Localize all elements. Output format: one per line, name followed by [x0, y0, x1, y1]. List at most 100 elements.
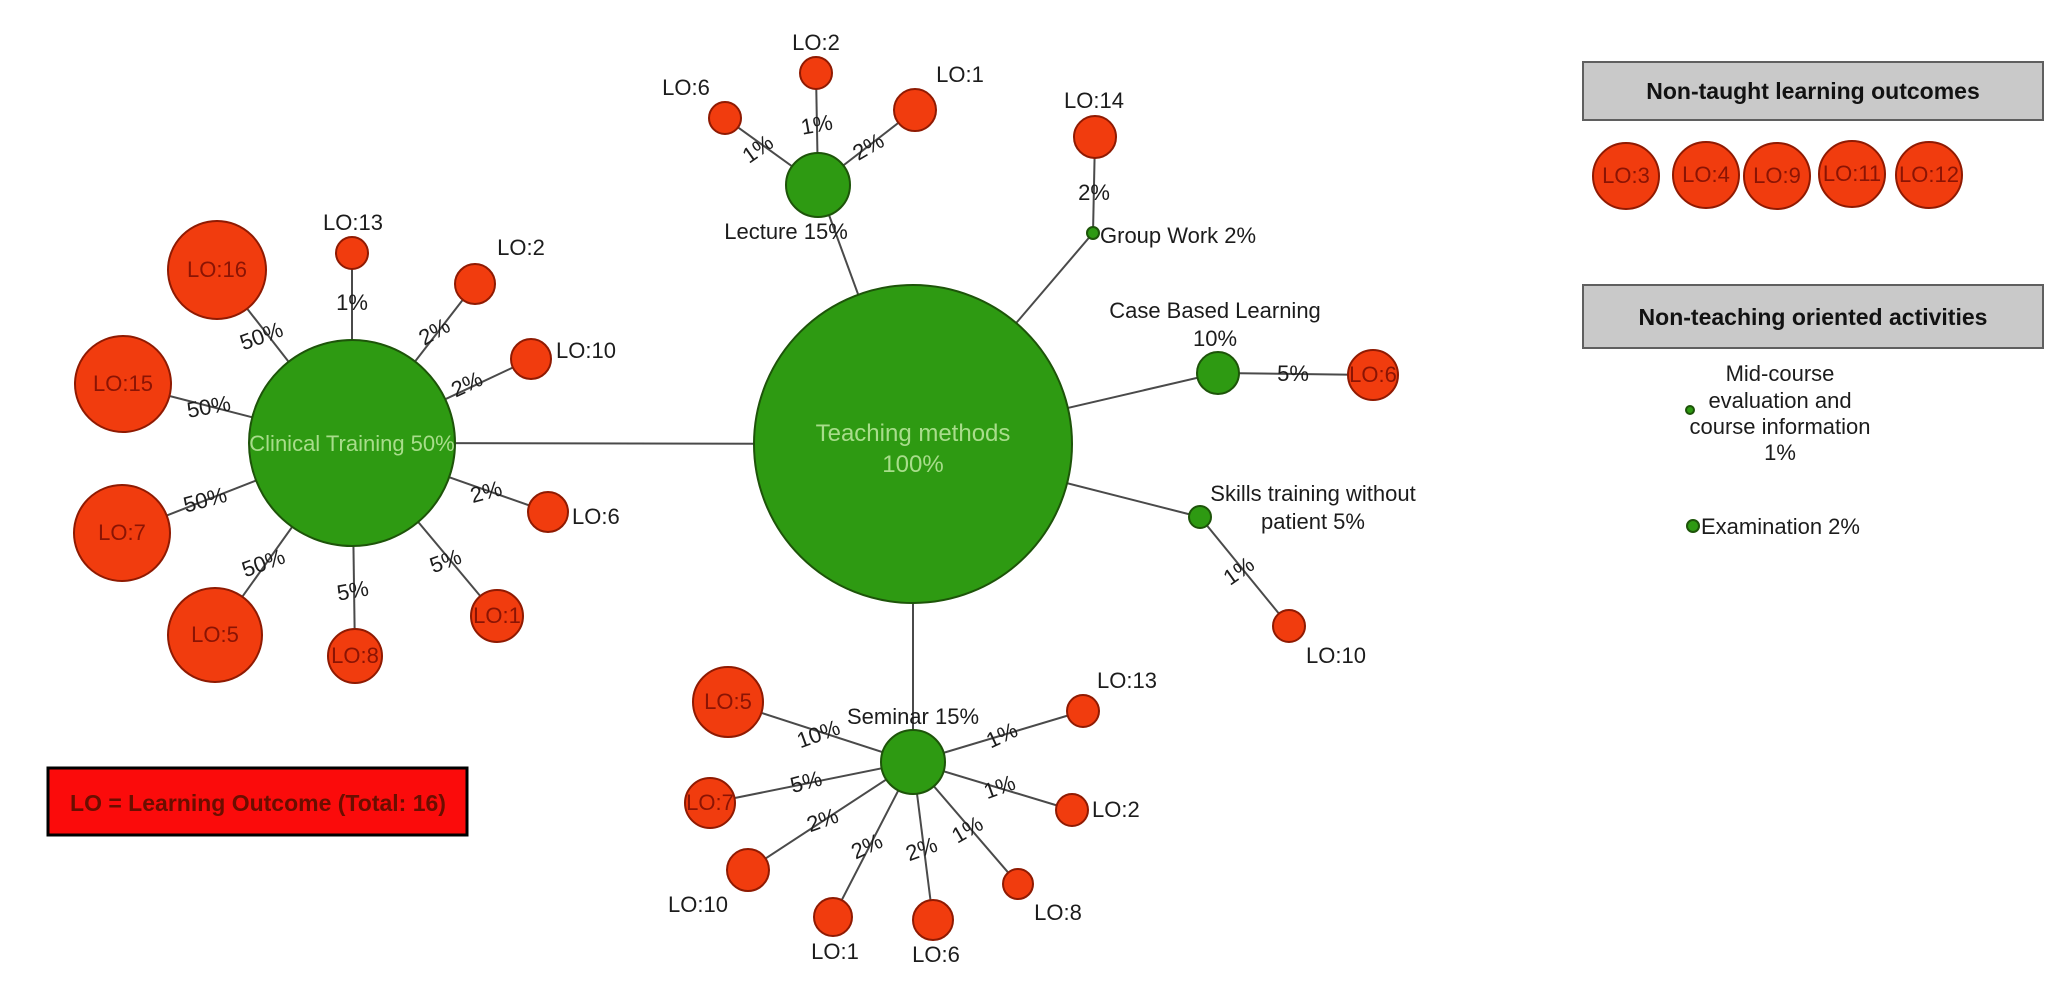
edge-line [1199, 516, 1290, 627]
node-lo5 [167, 587, 263, 683]
panel-title: Non-teaching oriented activities [1639, 304, 1988, 330]
clinical-label: Clinical Training 50% [249, 431, 454, 456]
node-lo9 [1743, 142, 1811, 210]
edge-pct: 50% [238, 544, 288, 583]
node-lo4 [1672, 141, 1740, 209]
edge-pct: 2% [847, 828, 886, 864]
node-lo15 [74, 335, 172, 433]
edge-pct: 1% [980, 770, 1018, 804]
edge-pct: 5% [1277, 361, 1309, 386]
edge-pct: 1% [1219, 551, 1259, 590]
node-lo10 [1272, 609, 1306, 643]
cbl-label-line1: Case Based Learning [1109, 298, 1321, 323]
edge-pct: 1% [738, 129, 778, 168]
mid-course-line2: evaluation and [1708, 388, 1851, 413]
cbl-label-line2: 10% [1193, 326, 1237, 351]
lo-label: LO:2 [792, 30, 840, 55]
examination-dot [1686, 519, 1700, 533]
edge-pct: 1% [982, 717, 1021, 753]
lo-label: LO:6 [662, 75, 710, 100]
lo-label: LO:1 [936, 62, 984, 87]
legend: LO = Learning Outcome (Total: 16) [46, 766, 469, 837]
node-lo13 [335, 236, 369, 270]
legend-box [46, 766, 469, 837]
node-lo10 [510, 338, 552, 380]
mid-course-line1: Mid-course [1726, 361, 1835, 386]
edge-pct: 2% [467, 476, 504, 508]
method-nodes [248, 152, 1240, 795]
edge-pct: 1% [799, 110, 835, 140]
group-work-label: Group Work 2% [1100, 223, 1256, 248]
edge-pct: 5% [426, 544, 464, 578]
skills-label-line2: patient 5% [1261, 509, 1365, 534]
lo-label: LO:2 [497, 235, 545, 260]
node-lo2 [1055, 793, 1089, 827]
central-pct: 100% [882, 451, 943, 478]
node-lo2 [799, 56, 833, 90]
seminar-label: Seminar 15% [847, 704, 979, 729]
panel-header-box [1582, 284, 2044, 349]
lo-label: LO:6 [1349, 362, 1397, 387]
node-lo3 [1592, 142, 1660, 210]
edge-pct: 5% [335, 576, 371, 606]
lo-label: LO:7 [686, 790, 734, 815]
mid-course-line3: course information [1690, 414, 1871, 439]
node-lecture [785, 152, 851, 218]
lo-label: LO:5 [191, 622, 239, 647]
node-lo7 [684, 777, 736, 829]
panel-non-teaching: Non-teaching oriented activities Mid-cou… [1582, 284, 2044, 539]
mid-course-dot [1685, 405, 1695, 415]
node-lo8 [327, 628, 383, 684]
lo-label: LO:10 [1306, 643, 1366, 668]
node-lo1 [813, 897, 853, 937]
node-lo8 [1002, 868, 1034, 900]
edge-pct: 10% [793, 715, 843, 754]
lecture-label: Lecture 15% [724, 219, 848, 244]
node-lo5 [692, 666, 764, 738]
node-lo2 [454, 263, 496, 305]
lo-label: LO:14 [1064, 88, 1124, 113]
node-lo1 [893, 88, 937, 132]
node-seminar [880, 729, 946, 795]
edge-pct: 5% [787, 766, 824, 798]
outcome-nodes [73, 56, 1399, 941]
skills-label-line1: Skills training without [1210, 481, 1415, 506]
lo-label: LO:10 [668, 892, 728, 917]
lo-label: LO:16 [187, 257, 247, 282]
lo-label: LO:4 [1682, 162, 1730, 187]
panel-non-taught: Non-taught learning outcomes LO:3 LO:4 L… [1582, 61, 2044, 210]
legend-label: LO = Learning Outcome (Total: 16) [70, 790, 446, 816]
lo-label: LO:6 [912, 942, 960, 967]
lo-label: LO:11 [1823, 161, 1881, 186]
lo-label: LO:5 [704, 689, 752, 714]
central-label: Teaching methods [816, 420, 1011, 447]
edge-pct: 2% [447, 366, 486, 402]
lo-label: LO:1 [811, 939, 859, 964]
lo-label: LO:9 [1753, 163, 1801, 188]
node-lo12 [1895, 141, 1963, 209]
lo-label: LO:6 [572, 504, 620, 529]
node-lo6 [912, 899, 954, 941]
lo-label: LO:13 [323, 210, 383, 235]
node-lo14 [1073, 115, 1117, 159]
lo-label: LO:8 [331, 643, 379, 668]
edge-line [709, 761, 914, 804]
lo-label: LO:15 [93, 371, 153, 396]
node-lo10 [726, 848, 770, 892]
node-labels: Teaching methods 100% Clinical Training … [93, 30, 1416, 967]
panel-header-box [1582, 61, 2044, 121]
edge-pct: 2% [1078, 180, 1110, 205]
panel-title: Non-taught learning outcomes [1646, 78, 1980, 104]
edge-pct: 50% [185, 390, 233, 422]
lo-label: LO:12 [1899, 162, 1959, 187]
node-lo7 [73, 484, 171, 582]
node-group-work [1086, 226, 1100, 240]
node-lo13 [1066, 694, 1100, 728]
lo-label: LO:3 [1602, 163, 1650, 188]
node-lo6 [527, 491, 569, 533]
node-lo1 [470, 589, 524, 643]
lo-label: LO:8 [1034, 900, 1082, 925]
node-teaching-methods [753, 284, 1073, 604]
lo-label: LO:7 [98, 520, 146, 545]
